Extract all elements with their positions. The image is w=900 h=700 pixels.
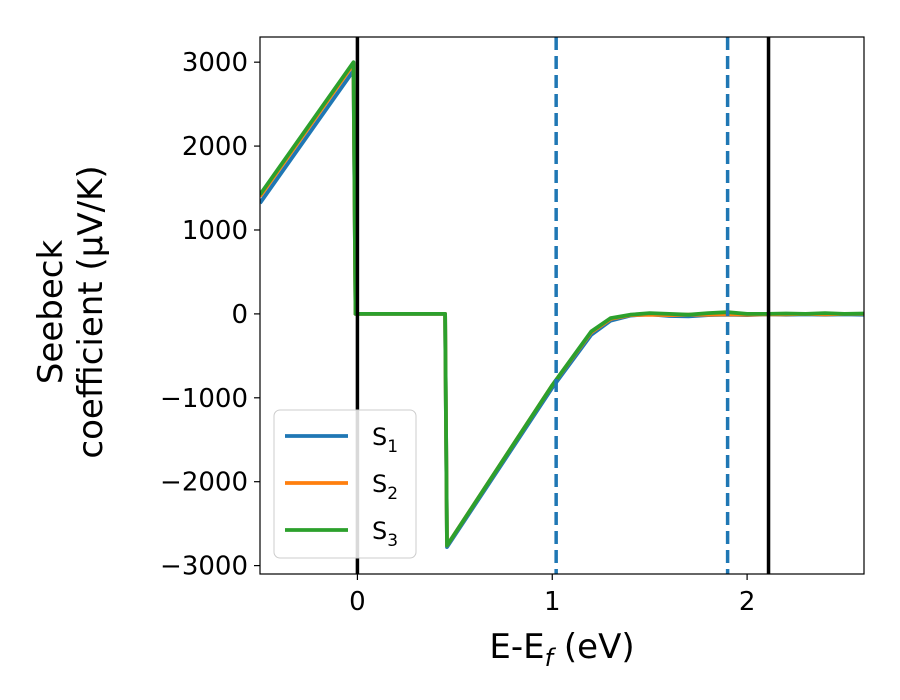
y-tick-label: −3000 (160, 552, 248, 582)
x-axis: 0 1 2 (349, 574, 755, 617)
legend-label-3: S3 (372, 517, 398, 551)
legend-label-2: S2 (372, 470, 398, 504)
y-axis-title: Seebeck coefficient (μV/K) (31, 165, 111, 458)
x-tick-label: 0 (349, 587, 366, 617)
plot-lines (260, 37, 864, 574)
legend: S1 S2 S3 (273, 409, 417, 559)
y-tick-label: 0 (231, 300, 248, 330)
legend-label-1: S1 (372, 423, 398, 457)
y-tick-label: −2000 (160, 468, 248, 498)
y-tick-label: 3000 (182, 48, 248, 78)
y-tick-label: 1000 (182, 216, 248, 246)
y-axis: 3000 2000 1000 0 −1000 −2000 −3000 (160, 48, 260, 582)
y-tick-label: −1000 (160, 384, 248, 414)
x-tick-label: 1 (544, 587, 561, 617)
x-tick-label: 2 (739, 587, 756, 617)
x-axis-title: E-Ef (eV) (489, 627, 634, 672)
y-axis-title-line2: coefficient (μV/K) (71, 165, 111, 458)
y-axis-title-line1: Seebeck (31, 240, 71, 385)
y-tick-label: 2000 (182, 132, 248, 162)
series-line-3 (260, 60, 864, 548)
plot-frame (259, 36, 865, 575)
